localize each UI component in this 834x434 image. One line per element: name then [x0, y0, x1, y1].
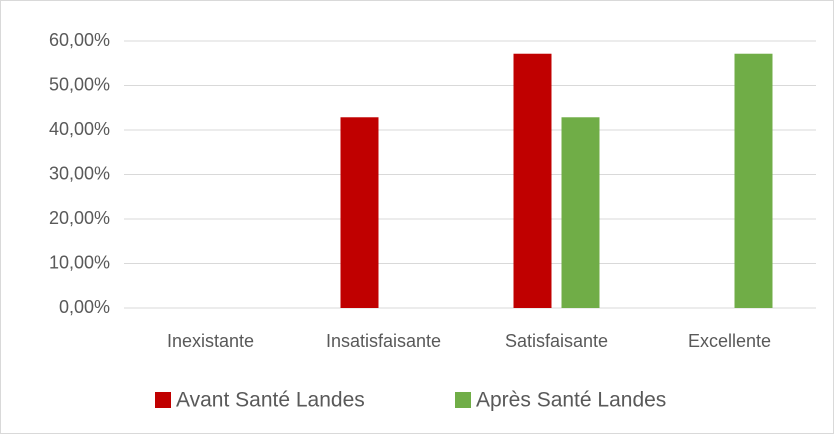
y-tick-label: 20,00% [49, 208, 110, 228]
legend-label: Avant Santé Landes [176, 389, 365, 412]
legend-swatch [455, 392, 471, 408]
bar [340, 117, 379, 308]
bar [513, 53, 552, 308]
x-tick-label: Insatisfaisante [326, 331, 441, 351]
x-tick-label: Inexistante [167, 331, 254, 351]
bar [734, 53, 773, 308]
bar [561, 117, 600, 308]
x-tick-label: Satisfaisante [505, 331, 608, 351]
y-tick-label: 60,00% [49, 30, 110, 50]
y-tick-label: 50,00% [49, 74, 110, 94]
x-tick-label: Excellente [688, 331, 771, 351]
y-tick-label: 40,00% [49, 119, 110, 139]
y-tick-label: 30,00% [49, 163, 110, 183]
legend-label: Après Santé Landes [476, 389, 666, 412]
y-tick-label: 0,00% [59, 297, 110, 317]
legend-swatch [155, 392, 171, 408]
y-tick-label: 10,00% [49, 252, 110, 272]
